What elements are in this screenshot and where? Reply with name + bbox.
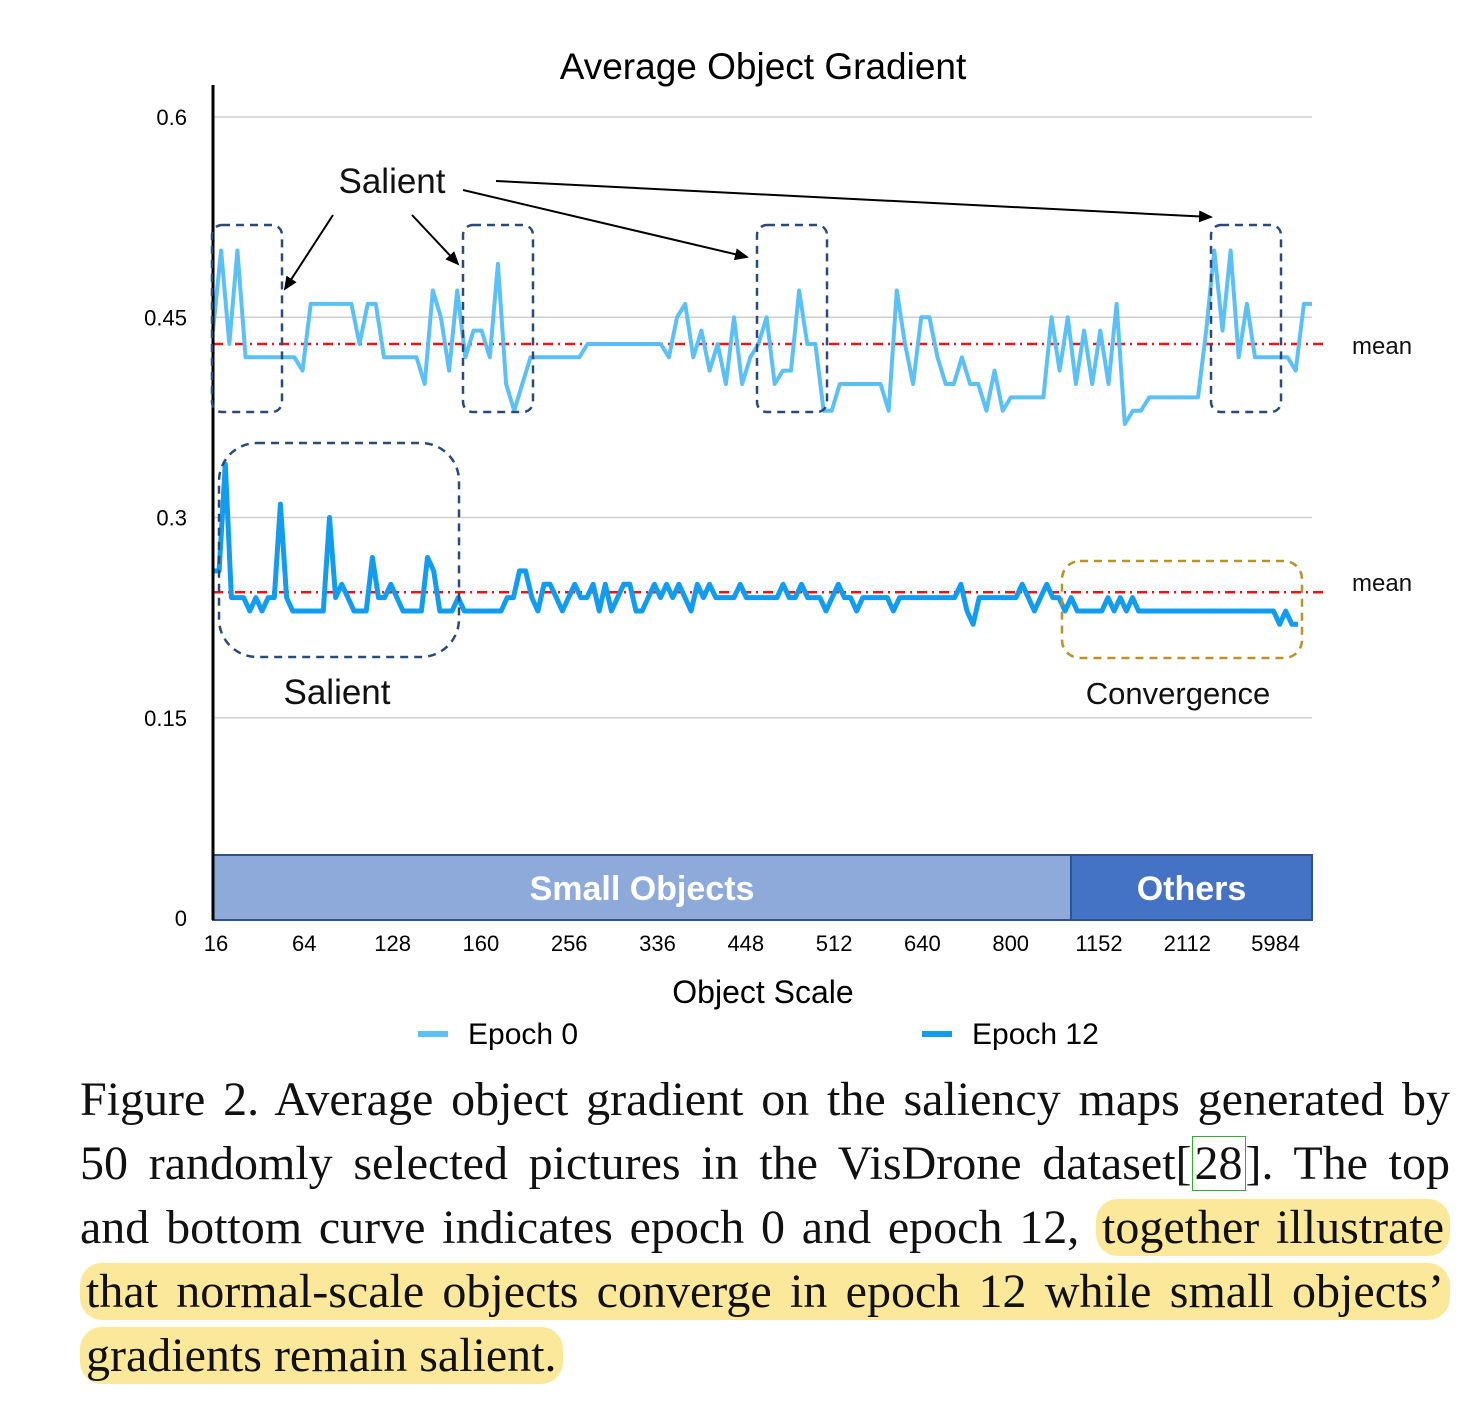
mean-label-bottom: mean (1352, 570, 1412, 597)
x-axis-label: Object Scale (672, 974, 853, 1010)
x-tick-label: 16 (204, 931, 228, 956)
arrow-2 (411, 214, 460, 266)
x-tick-label: 2112 (1164, 931, 1211, 956)
caption-text: Figure 2. Average object gradient on the… (80, 1073, 1450, 1190)
gridlines (213, 116, 1312, 719)
x-tick-label: 800 (992, 931, 1029, 956)
x-tick-label: 256 (551, 931, 588, 956)
y-tick-label: 0.3 (156, 506, 187, 531)
band-label: Small Objects (530, 870, 755, 908)
band-others (1070, 854, 1313, 921)
convergence-box (1060, 559, 1304, 660)
series-line-epoch-12 (213, 461, 1298, 627)
figure-caption: Figure 2. Average object gradient on the… (80, 1068, 1451, 1388)
salient-box-2 (461, 223, 535, 414)
legend-label: Epoch 0 (468, 1018, 578, 1051)
x-tick-label: 64 (292, 931, 316, 956)
x-tick-label: 640 (904, 931, 941, 956)
annotation-boxes (210, 223, 1304, 660)
arrow-4 (495, 180, 1213, 223)
y-tick-label: 0.15 (144, 706, 187, 731)
scale-bands: Small Objects Others (212, 854, 1313, 921)
mean-label-top: mean (1352, 333, 1412, 360)
band-small-objects (212, 854, 1072, 921)
band-label: Others (1137, 870, 1247, 908)
citation-link[interactable]: 28 (1191, 1136, 1246, 1191)
annotation-arrows (283, 180, 1213, 291)
legend-label: Epoch 12 (972, 1018, 1099, 1051)
x-tick-label: 160 (463, 931, 500, 956)
x-tick-label: 128 (374, 931, 411, 956)
x-tick-label: 448 (727, 931, 764, 956)
chart-title: Average Object Gradient (560, 46, 967, 87)
salient-label-top: Salient (338, 162, 445, 201)
salient-box-bottom (217, 441, 461, 659)
mean-lines (213, 342, 1325, 594)
salient-box-1 (210, 223, 284, 414)
gradient-chart: Average Object Gradient 00.150.30.450.6 … (144, 46, 1412, 1051)
salient-box-4 (1209, 223, 1283, 414)
y-tick-label: 0.45 (144, 305, 187, 330)
x-tick-label: 336 (639, 931, 676, 956)
y-tick-label: 0 (175, 906, 187, 931)
y-tick-labels: 0 0.15 0.3 0.45 0.6 (144, 105, 187, 931)
y-tick-label: 0.6 (156, 105, 187, 130)
arrow-1 (283, 214, 334, 291)
arrow-3 (462, 189, 749, 261)
convergence-label: Convergence (1086, 676, 1270, 711)
x-tick-labels: 16 64 128 160 256 336 448 512 640 800 1152 2112 5984 (204, 931, 1300, 956)
x-tick-label: 5984 (1251, 931, 1300, 956)
series-line-epoch-0 (211, 248, 1312, 426)
salient-label-bottom: Salient (283, 673, 390, 712)
x-tick-label: 1152 (1075, 931, 1122, 956)
caption-text-2: ]. The top and bottom curve indicates ep… (80, 1137, 1450, 1254)
salient-box-3 (755, 223, 829, 414)
legend: Epoch 0 Epoch 12 (418, 1018, 1099, 1051)
series-lines (211, 248, 1312, 627)
x-tick-label: 512 (816, 931, 853, 956)
